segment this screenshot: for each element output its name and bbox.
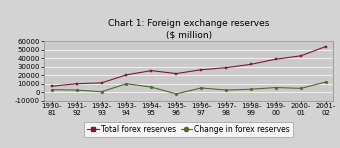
- Legend: Total forex reserves, Change in forex reserves: Total forex reserves, Change in forex re…: [84, 122, 293, 137]
- Title: Chart 1: Foreign exchange reserves
($ million): Chart 1: Foreign exchange reserves ($ mi…: [108, 19, 269, 39]
